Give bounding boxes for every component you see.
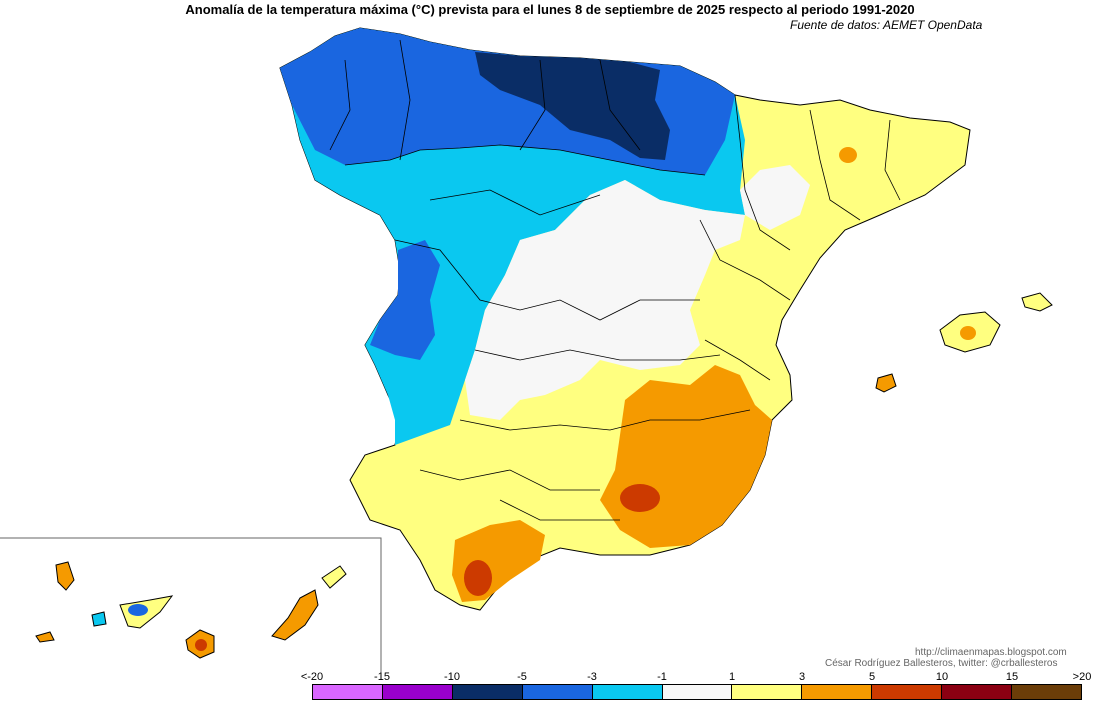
map-title: Anomalía de la temperatura máxima (°C) p…	[185, 2, 915, 17]
legend-swatch	[942, 685, 1013, 699]
color-legend	[312, 684, 1082, 700]
legend-tick-label: -10	[444, 671, 460, 683]
legend-swatch	[382, 685, 453, 699]
gran-canaria-red-core	[195, 639, 207, 651]
cantabria-basque-dark-blue	[475, 52, 670, 160]
huesca-orange-spot	[839, 147, 857, 163]
legend-tick-label: -15	[374, 671, 390, 683]
legend-tick-label: <-20	[300, 671, 324, 683]
legend-tick-label: 10	[935, 671, 949, 683]
legend-tick-label: 15	[1005, 671, 1019, 683]
legend-tick-label: -5	[517, 671, 527, 683]
credit-author: César Rodríguez Ballesteros, twitter: @c…	[825, 658, 1058, 669]
legend-swatch	[662, 685, 733, 699]
tenerife-blue-patch	[128, 604, 148, 616]
fuerteventura-island	[271, 589, 319, 641]
malaga-red-core	[464, 560, 492, 596]
legend-swatch	[313, 685, 383, 699]
ibiza-island	[875, 373, 897, 393]
el-hierro-island	[35, 631, 55, 643]
legend-tick-label: 1	[728, 671, 736, 683]
legend-tick-label: 3	[798, 671, 806, 683]
la-palma-island	[55, 561, 75, 591]
legend-swatch	[802, 685, 873, 699]
legend-swatch	[452, 685, 523, 699]
northeast-neutral	[740, 165, 810, 230]
data-source-label: Fuente de datos: AEMET OpenData	[790, 18, 983, 32]
credit-url: http://climaenmapas.blogspot.com	[915, 647, 1067, 658]
granada-red-core	[620, 484, 660, 512]
legend-swatch	[732, 685, 803, 699]
legend-tick-label: -1	[657, 671, 667, 683]
legend-tick-label: >20	[1072, 671, 1092, 683]
legend-swatch	[1012, 685, 1081, 699]
menorca-island	[1021, 292, 1053, 312]
mallorca-orange-spot	[960, 326, 976, 340]
la-gomera-island	[91, 611, 107, 627]
province-borders	[329, 39, 901, 521]
legend-swatch	[522, 685, 593, 699]
legend-swatch	[872, 685, 943, 699]
legend-tick-label: 5	[868, 671, 876, 683]
canary-inset-frame	[0, 537, 382, 680]
legend-tick-label: -3	[587, 671, 597, 683]
west-blue-patch	[370, 240, 440, 360]
lanzarote-island	[321, 565, 347, 589]
legend-swatch	[592, 685, 663, 699]
